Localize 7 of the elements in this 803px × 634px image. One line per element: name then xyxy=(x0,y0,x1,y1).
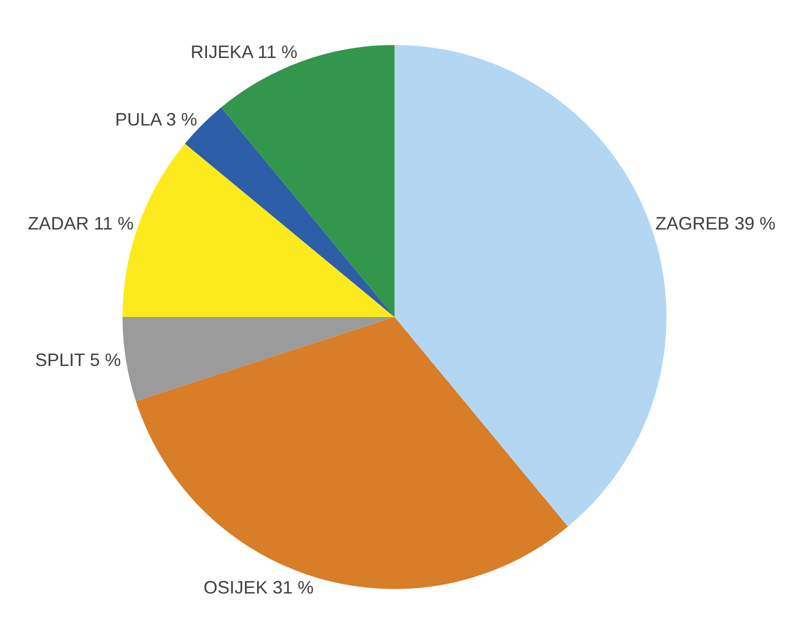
slice-label: OSIJEK 31 % xyxy=(204,577,314,598)
slice-label: PULA 3 % xyxy=(115,110,198,130)
slice-label: SPLIT 5 % xyxy=(35,350,121,370)
slice-label: ZAGREB 39 % xyxy=(655,214,776,234)
pie-slice xyxy=(122,317,394,402)
slice-label: RIJEKA 11 % xyxy=(190,42,298,62)
slice-label: ZADAR 11 % xyxy=(28,214,134,234)
